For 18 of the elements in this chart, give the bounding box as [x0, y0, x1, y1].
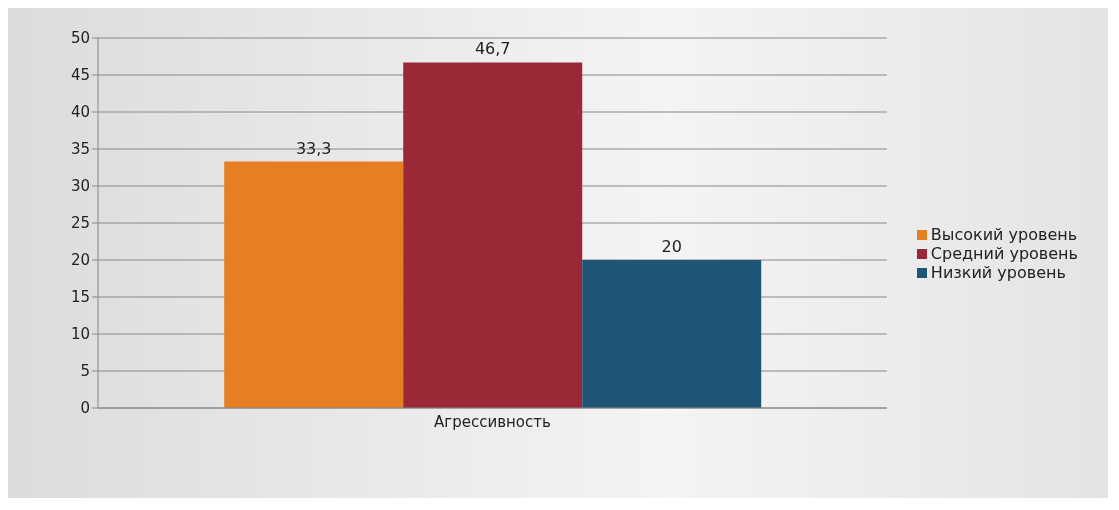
data-label: 33,3 — [295, 138, 332, 158]
y-tick-label: 30 — [70, 177, 90, 196]
y-tick-label: 50 — [70, 29, 90, 48]
data-label: 46,7 — [474, 39, 511, 59]
y-tick-label: 20 — [70, 251, 90, 270]
data-label: 20 — [661, 237, 682, 256]
x-tick-label: Агрессивность — [434, 412, 551, 431]
y-tick-label: 35 — [70, 140, 90, 159]
y-tick-label: 10 — [70, 325, 90, 344]
y-tick-label: 45 — [70, 66, 90, 85]
legend-label: Средний уровень — [930, 243, 1078, 263]
y-tick-label: 40 — [70, 103, 90, 122]
legend-label: Высокий уровень — [930, 224, 1078, 244]
legend-label: Низкий уровень — [930, 262, 1066, 282]
y-tick-label: 0 — [80, 399, 90, 418]
y-tick-label: 15 — [70, 288, 90, 307]
y-tick-label: 5 — [80, 362, 90, 381]
y-tick-label: 25 — [70, 214, 90, 233]
